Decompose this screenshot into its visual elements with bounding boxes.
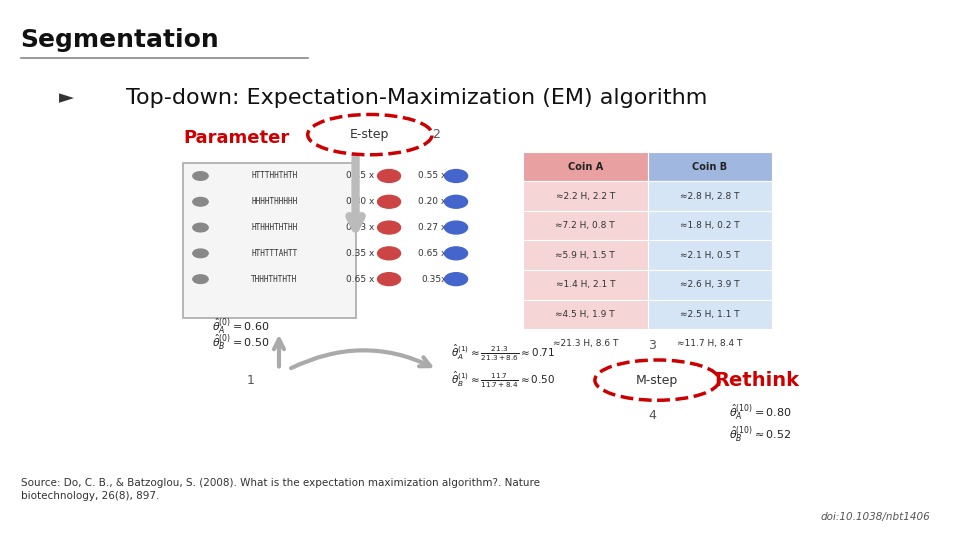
Circle shape <box>377 221 400 234</box>
FancyBboxPatch shape <box>523 152 647 181</box>
Text: 0.73 x: 0.73 x <box>347 223 374 232</box>
FancyBboxPatch shape <box>647 211 772 240</box>
Circle shape <box>444 247 468 260</box>
Text: 3: 3 <box>648 339 657 352</box>
FancyBboxPatch shape <box>647 240 772 270</box>
Text: 1: 1 <box>247 374 254 387</box>
Text: $\hat{\theta}_B^{(10)}\approx 0.52$: $\hat{\theta}_B^{(10)}\approx 0.52$ <box>729 424 791 443</box>
Text: HHHHTHHHHH: HHHHTHHHHH <box>252 197 298 206</box>
Text: ≈2.6 H, 3.9 T: ≈2.6 H, 3.9 T <box>680 280 739 289</box>
FancyBboxPatch shape <box>523 300 647 329</box>
Text: 0.35x: 0.35x <box>421 275 446 284</box>
Circle shape <box>193 223 208 232</box>
FancyBboxPatch shape <box>523 181 647 211</box>
Text: ≈2.8 H, 2.8 T: ≈2.8 H, 2.8 T <box>680 192 739 201</box>
Text: B: B <box>453 251 459 256</box>
Text: Coin B: Coin B <box>692 161 728 172</box>
FancyBboxPatch shape <box>523 270 647 300</box>
Text: HTTTHHTHTH: HTTTHHTHTH <box>252 172 298 180</box>
Text: $\hat{\theta}_A^{(1)}\approx\frac{21.3}{21.3+8.6}\approx 0.71$: $\hat{\theta}_A^{(1)}\approx\frac{21.3}{… <box>451 343 555 363</box>
Circle shape <box>444 195 468 208</box>
Text: 0.27 x: 0.27 x <box>419 223 446 232</box>
Text: ►: ► <box>59 89 74 107</box>
Text: 4: 4 <box>648 409 657 422</box>
Text: HTHHHTHTHH: HTHHHTHTHH <box>252 223 298 232</box>
Circle shape <box>377 170 400 183</box>
FancyArrowPatch shape <box>291 350 430 368</box>
Text: ≈5.9 H, 1.5 T: ≈5.9 H, 1.5 T <box>556 251 615 260</box>
Text: B: B <box>453 199 459 205</box>
Text: $\hat{\theta}_B^{(0)}=0.50$: $\hat{\theta}_B^{(0)}=0.50$ <box>212 333 270 352</box>
Circle shape <box>193 172 208 180</box>
FancyBboxPatch shape <box>647 300 772 329</box>
Circle shape <box>377 247 400 260</box>
Text: THHHTHTHTH: THHHTHTHTH <box>252 275 298 284</box>
Text: $\hat{\theta}_B^{(1)}\approx\frac{11.7}{11.7+8.4}\approx 0.50$: $\hat{\theta}_B^{(1)}\approx\frac{11.7}{… <box>451 370 556 390</box>
Text: Parameter: Parameter <box>183 130 290 147</box>
Text: 0.45 x: 0.45 x <box>347 172 374 180</box>
Circle shape <box>377 273 400 286</box>
Text: doi:10.1038/nbt1406: doi:10.1038/nbt1406 <box>820 512 930 523</box>
Circle shape <box>193 275 208 284</box>
Text: $\hat{\theta}_A^{(10)}=0.80$: $\hat{\theta}_A^{(10)}=0.80$ <box>729 403 791 422</box>
Text: $\hat{\theta}_A^{(0)}=0.60$: $\hat{\theta}_A^{(0)}=0.60$ <box>212 317 270 336</box>
FancyArrowPatch shape <box>274 339 284 367</box>
Text: ≈4.5 H, 1.9 T: ≈4.5 H, 1.9 T <box>556 310 615 319</box>
Text: A: A <box>386 276 392 282</box>
Text: 0.55 x: 0.55 x <box>419 172 446 180</box>
Text: ≈7.2 H, 0.8 T: ≈7.2 H, 0.8 T <box>556 221 615 230</box>
Text: Source: Do, C. B., & Batzoglou, S. (2008). What is the expectation maximization : Source: Do, C. B., & Batzoglou, S. (2008… <box>20 478 540 501</box>
Text: B: B <box>453 276 459 282</box>
Text: 0.65 x: 0.65 x <box>347 275 374 284</box>
Text: Rethink: Rethink <box>714 370 800 390</box>
Circle shape <box>444 273 468 286</box>
Circle shape <box>444 221 468 234</box>
FancyBboxPatch shape <box>523 240 647 270</box>
Text: ≈2.1 H, 0.5 T: ≈2.1 H, 0.5 T <box>680 251 739 260</box>
FancyBboxPatch shape <box>647 270 772 300</box>
Text: A: A <box>386 251 392 256</box>
Text: HTHTTTAHTT: HTHTTTAHTT <box>252 249 298 258</box>
Text: ≈1.4 H, 2.1 T: ≈1.4 H, 2.1 T <box>556 280 615 289</box>
Text: Segmentation: Segmentation <box>20 28 219 52</box>
Circle shape <box>377 195 400 208</box>
Text: M-step: M-step <box>636 374 678 387</box>
Text: A: A <box>386 173 392 179</box>
Text: ≈21.3 H, 8.6 T: ≈21.3 H, 8.6 T <box>553 339 618 348</box>
Text: ≈2.5 H, 1.1 T: ≈2.5 H, 1.1 T <box>680 310 739 319</box>
Text: ≈1.8 H, 0.2 T: ≈1.8 H, 0.2 T <box>680 221 739 230</box>
Text: 0.35 x: 0.35 x <box>347 249 374 258</box>
Circle shape <box>444 170 468 183</box>
FancyBboxPatch shape <box>523 211 647 240</box>
Text: E-step: E-step <box>350 128 390 141</box>
Text: 0.65 x: 0.65 x <box>419 249 446 258</box>
Text: 2: 2 <box>432 128 440 141</box>
Circle shape <box>193 249 208 258</box>
Text: ≈2.2 H, 2.2 T: ≈2.2 H, 2.2 T <box>556 192 615 201</box>
FancyBboxPatch shape <box>183 163 355 319</box>
Text: A: A <box>386 199 392 205</box>
Text: A: A <box>386 225 392 231</box>
Text: 0.20 x: 0.20 x <box>419 197 446 206</box>
Text: 0.80 x: 0.80 x <box>347 197 374 206</box>
Text: B: B <box>453 225 459 231</box>
Circle shape <box>193 198 208 206</box>
FancyBboxPatch shape <box>647 152 772 181</box>
FancyArrowPatch shape <box>349 157 362 228</box>
FancyBboxPatch shape <box>647 181 772 211</box>
Text: Top-down: Expectation-Maximization (EM) algorithm: Top-down: Expectation-Maximization (EM) … <box>126 88 708 108</box>
Text: B: B <box>453 173 459 179</box>
Text: ≈11.7 H, 8.4 T: ≈11.7 H, 8.4 T <box>677 339 742 348</box>
Text: Coin A: Coin A <box>567 161 603 172</box>
